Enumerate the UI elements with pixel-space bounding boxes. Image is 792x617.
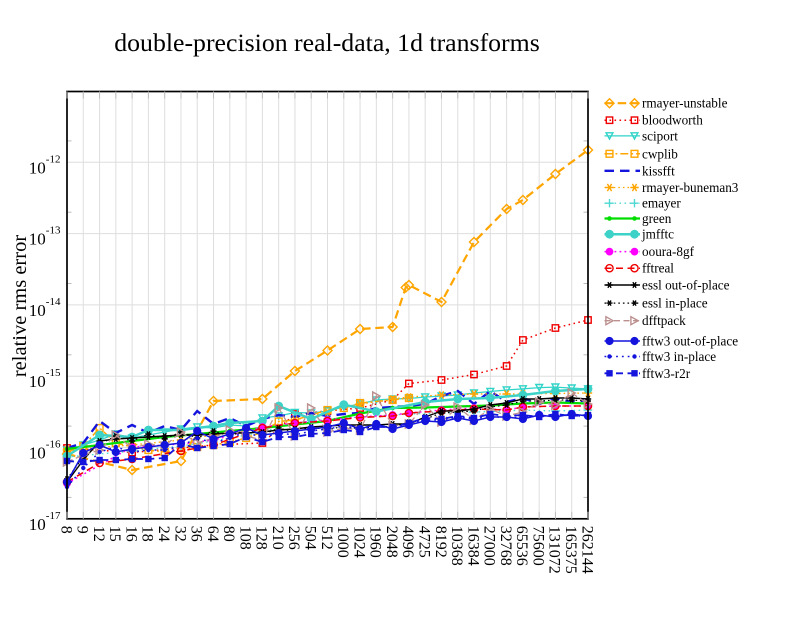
svg-text:10: 10 xyxy=(29,158,46,177)
svg-text:jmfftc: jmfftc xyxy=(641,227,674,242)
svg-text:131072: 131072 xyxy=(546,526,563,574)
svg-text:kissfft: kissfft xyxy=(642,163,675,178)
svg-text:10: 10 xyxy=(29,515,46,534)
svg-text:108: 108 xyxy=(236,526,253,550)
svg-text:10: 10 xyxy=(29,230,46,249)
svg-text:-13: -13 xyxy=(46,225,61,237)
svg-text:10368: 10368 xyxy=(448,526,465,566)
svg-text:2048: 2048 xyxy=(383,526,400,558)
svg-text:-16: -16 xyxy=(46,439,61,451)
svg-text:32768: 32768 xyxy=(497,526,514,566)
svg-text:fftw3-r2r: fftw3-r2r xyxy=(642,366,691,381)
svg-text:-12: -12 xyxy=(46,153,61,165)
svg-text:-17: -17 xyxy=(46,510,61,522)
svg-text:10: 10 xyxy=(29,372,46,391)
svg-text:green: green xyxy=(642,211,672,226)
svg-text:512: 512 xyxy=(318,526,335,550)
svg-text:16: 16 xyxy=(122,526,139,542)
svg-text:65536: 65536 xyxy=(513,526,530,566)
svg-text:8: 8 xyxy=(57,526,74,534)
svg-text:64: 64 xyxy=(204,526,221,542)
svg-text:15: 15 xyxy=(106,526,123,542)
svg-text:24: 24 xyxy=(155,526,172,542)
svg-text:-14: -14 xyxy=(46,296,61,308)
svg-text:emayer: emayer xyxy=(642,196,681,211)
svg-text:-15: -15 xyxy=(46,367,61,379)
svg-text:256: 256 xyxy=(285,526,302,550)
svg-text:sciport: sciport xyxy=(642,128,678,143)
svg-text:relative rms error: relative rms error xyxy=(9,235,31,377)
svg-text:18: 18 xyxy=(139,526,156,542)
svg-text:rmayer-unstable: rmayer-unstable xyxy=(642,96,728,111)
svg-text:9: 9 xyxy=(74,526,91,534)
svg-text:128: 128 xyxy=(253,526,270,550)
svg-text:essl in-place: essl in-place xyxy=(642,296,708,311)
svg-text:fftreal: fftreal xyxy=(642,261,674,276)
svg-text:80: 80 xyxy=(220,526,237,542)
svg-text:504: 504 xyxy=(301,526,318,550)
svg-text:27000: 27000 xyxy=(481,526,498,566)
svg-text:fftw3 in-place: fftw3 in-place xyxy=(642,349,716,364)
svg-text:rmayer-buneman3: rmayer-buneman3 xyxy=(642,180,739,195)
svg-text:essl out-of-place: essl out-of-place xyxy=(642,277,730,292)
svg-text:32: 32 xyxy=(171,526,188,542)
svg-text:75600: 75600 xyxy=(529,526,546,566)
svg-text:36: 36 xyxy=(187,526,204,542)
svg-text:double-precision real-data, 1d: double-precision real-data, 1d transform… xyxy=(114,28,540,57)
svg-text:10: 10 xyxy=(29,301,46,320)
svg-text:165375: 165375 xyxy=(562,526,579,574)
svg-text:8192: 8192 xyxy=(432,526,449,558)
svg-text:10: 10 xyxy=(29,444,46,463)
svg-text:262144: 262144 xyxy=(578,526,595,574)
svg-text:1000: 1000 xyxy=(334,526,351,558)
svg-text:fftw3 out-of-place: fftw3 out-of-place xyxy=(642,333,738,348)
svg-text:cwplib: cwplib xyxy=(642,146,678,161)
svg-text:16384: 16384 xyxy=(464,526,481,566)
svg-text:1024: 1024 xyxy=(350,526,367,558)
svg-text:4725: 4725 xyxy=(415,526,432,558)
svg-text:ooura-8gf: ooura-8gf xyxy=(642,244,695,259)
svg-text:dfftpack: dfftpack xyxy=(642,313,686,328)
svg-text:12: 12 xyxy=(90,526,107,542)
svg-text:4096: 4096 xyxy=(399,526,416,558)
svg-text:210: 210 xyxy=(269,526,286,550)
svg-text:bloodworth: bloodworth xyxy=(642,113,703,128)
svg-text:1960: 1960 xyxy=(367,526,384,558)
